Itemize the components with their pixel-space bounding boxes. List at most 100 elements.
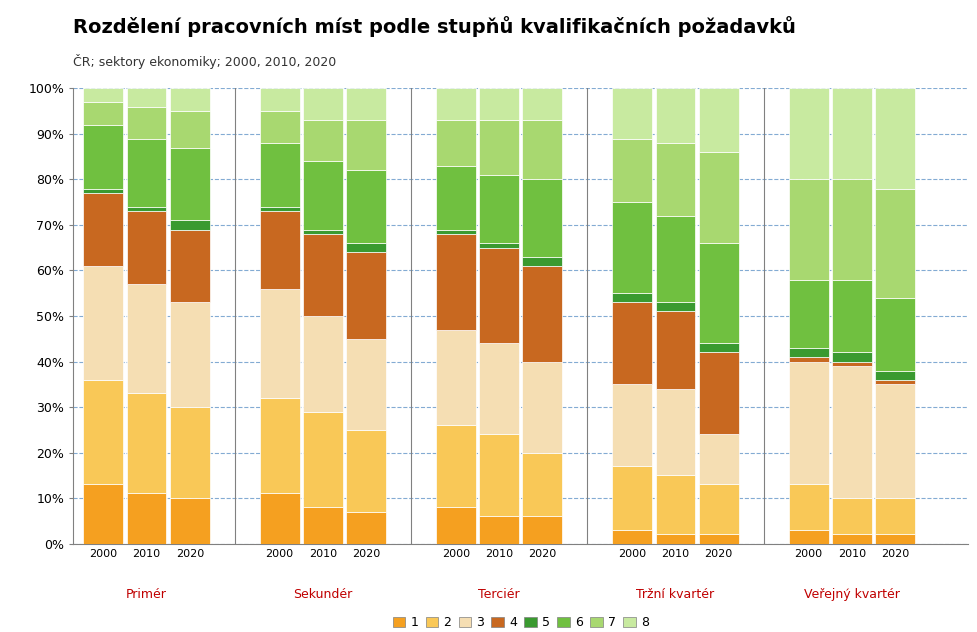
Bar — [346, 252, 386, 339]
Bar — [655, 216, 695, 302]
Bar — [522, 266, 562, 362]
Bar — [126, 494, 166, 544]
Bar — [787, 179, 828, 279]
Bar — [874, 384, 914, 498]
Bar — [346, 120, 386, 171]
Bar — [126, 393, 166, 494]
Bar — [479, 343, 519, 434]
Bar — [698, 434, 738, 484]
Bar — [787, 88, 828, 179]
Text: Veřejný kvartér: Veřejný kvartér — [803, 588, 899, 601]
Bar — [126, 211, 166, 284]
Bar — [479, 516, 519, 544]
Bar — [874, 370, 914, 380]
Bar — [303, 234, 343, 316]
Bar — [522, 257, 562, 266]
Bar — [126, 207, 166, 211]
Legend: 1, 2, 3, 4, 5, 6, 7, 8: 1, 2, 3, 4, 5, 6, 7, 8 — [388, 611, 653, 632]
Bar — [259, 211, 299, 289]
Bar — [303, 316, 343, 411]
Bar — [612, 530, 652, 544]
Bar — [522, 453, 562, 516]
Bar — [436, 234, 476, 330]
Bar — [831, 362, 871, 366]
Bar — [259, 494, 299, 544]
Bar — [436, 507, 476, 544]
Bar — [612, 384, 652, 466]
Bar — [522, 362, 562, 453]
Bar — [479, 243, 519, 248]
Bar — [83, 484, 123, 544]
Bar — [655, 475, 695, 535]
Bar — [479, 248, 519, 343]
Bar — [303, 229, 343, 234]
Text: ČR; sektory ekonomiky; 2000, 2010, 2020: ČR; sektory ekonomiky; 2000, 2010, 2020 — [73, 54, 336, 69]
Bar — [655, 389, 695, 475]
Bar — [479, 88, 519, 120]
Bar — [698, 243, 738, 343]
Bar — [479, 175, 519, 243]
Bar — [831, 353, 871, 362]
Bar — [655, 302, 695, 312]
Bar — [346, 243, 386, 252]
Bar — [698, 535, 738, 544]
Bar — [831, 88, 871, 179]
Bar — [346, 88, 386, 120]
Bar — [655, 88, 695, 143]
Bar — [83, 380, 123, 484]
Bar — [303, 161, 343, 229]
Bar — [698, 152, 738, 243]
Bar — [612, 293, 652, 302]
Bar — [874, 498, 914, 535]
Bar — [259, 111, 299, 143]
Bar — [698, 484, 738, 535]
Bar — [303, 120, 343, 161]
Bar — [170, 88, 209, 111]
Bar — [874, 88, 914, 188]
Text: Rozdělení pracovních míst podle stupňů kvalifikačních požadavků: Rozdělení pracovních míst podle stupňů k… — [73, 16, 795, 37]
Bar — [612, 88, 652, 138]
Bar — [259, 88, 299, 111]
Bar — [126, 138, 166, 207]
Bar — [655, 535, 695, 544]
Bar — [698, 353, 738, 434]
Bar — [787, 362, 828, 484]
Text: Sekundér: Sekundér — [293, 588, 352, 601]
Bar — [612, 202, 652, 293]
Text: Terciér: Terciér — [478, 588, 520, 601]
Bar — [698, 343, 738, 353]
Bar — [303, 507, 343, 544]
Bar — [787, 279, 828, 348]
Bar — [346, 339, 386, 430]
Text: Primér: Primér — [126, 588, 167, 601]
Bar — [259, 289, 299, 398]
Bar — [170, 302, 209, 407]
Bar — [259, 207, 299, 211]
Bar — [874, 188, 914, 298]
Bar — [126, 284, 166, 393]
Bar — [83, 102, 123, 125]
Bar — [612, 466, 652, 530]
Bar — [436, 120, 476, 166]
Bar — [346, 171, 386, 243]
Bar — [259, 398, 299, 494]
Bar — [787, 357, 828, 362]
Bar — [612, 138, 652, 202]
Bar — [655, 143, 695, 216]
Bar — [170, 221, 209, 229]
Text: Tržní kvartér: Tržní kvartér — [636, 588, 714, 601]
Bar — [831, 535, 871, 544]
Bar — [831, 366, 871, 498]
Bar — [655, 312, 695, 389]
Bar — [436, 88, 476, 120]
Bar — [874, 298, 914, 370]
Bar — [170, 111, 209, 148]
Bar — [126, 107, 166, 138]
Bar — [522, 120, 562, 179]
Bar — [436, 425, 476, 507]
Bar — [346, 430, 386, 512]
Bar — [479, 120, 519, 175]
Bar — [170, 498, 209, 544]
Bar — [170, 407, 209, 498]
Bar — [436, 166, 476, 229]
